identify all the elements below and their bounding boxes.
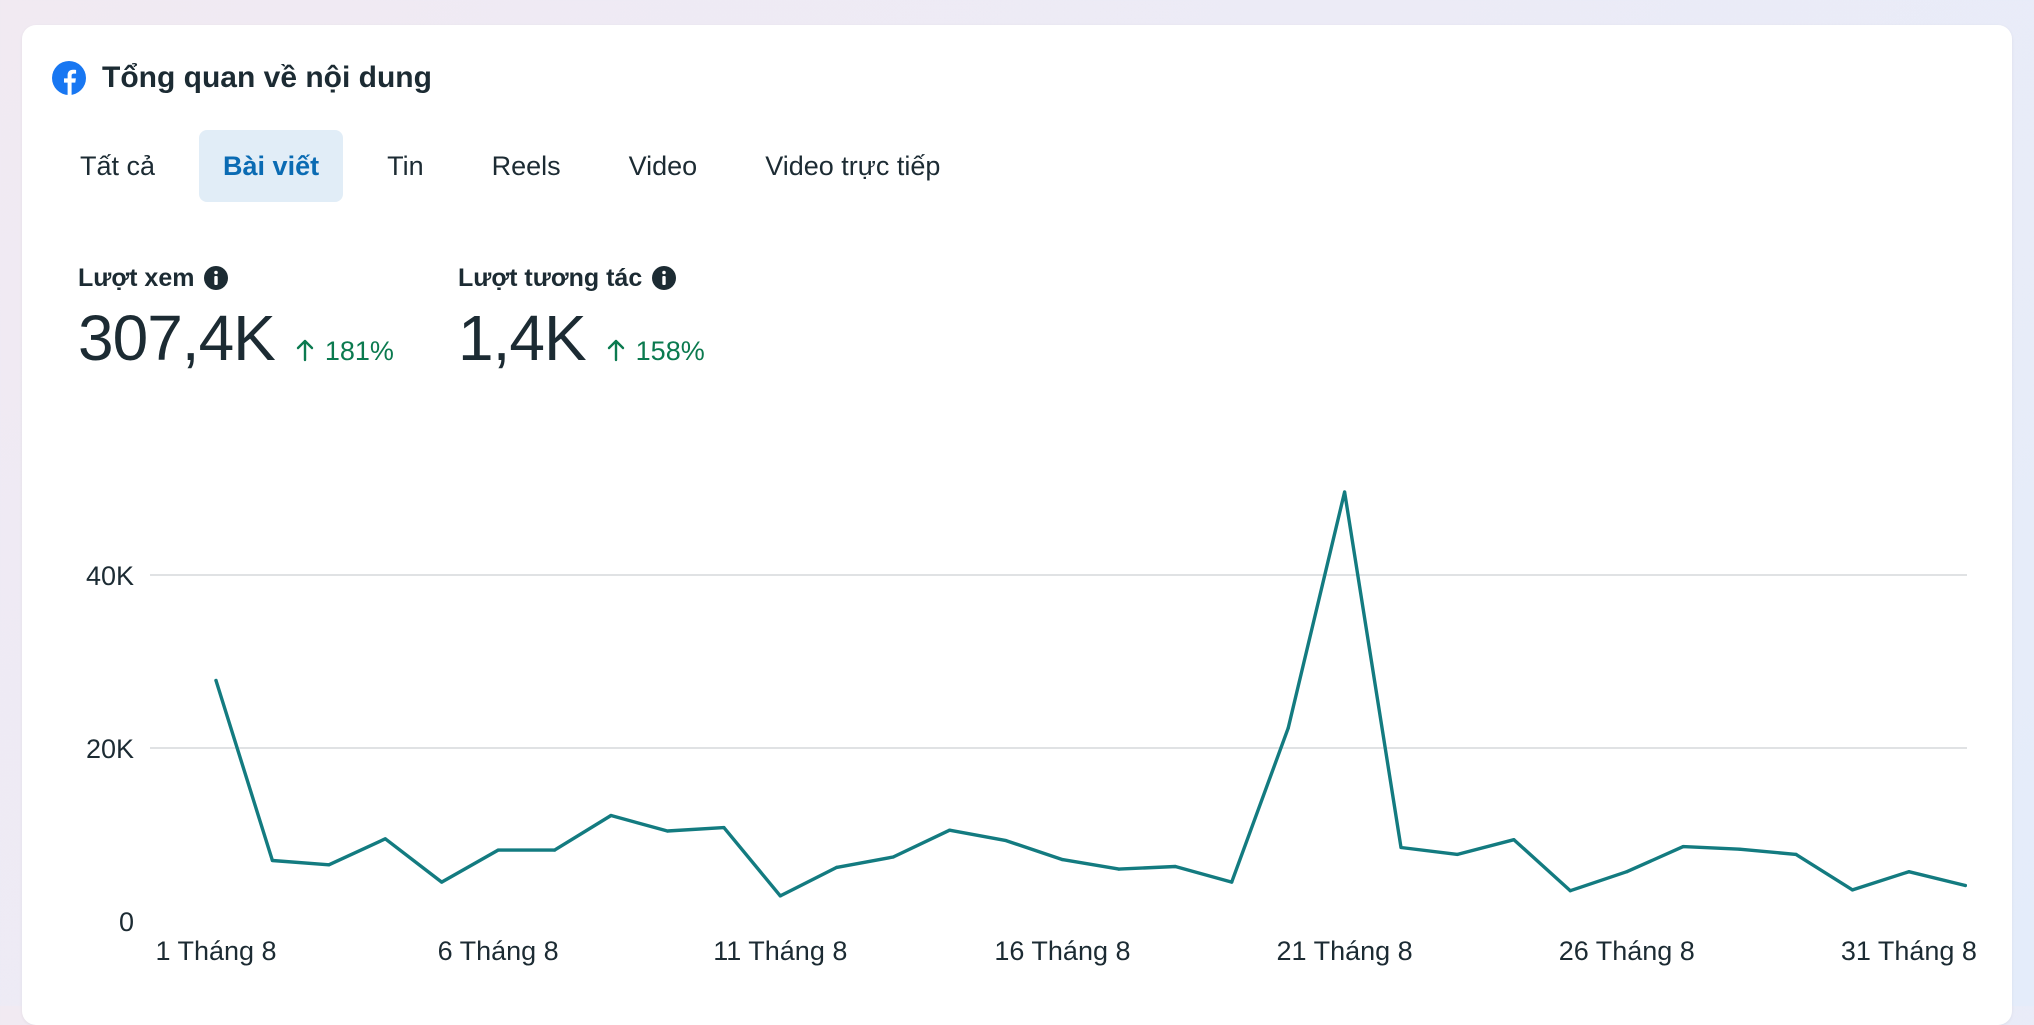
data-point[interactable] — [327, 863, 331, 867]
x-tick-label: 21 Tháng 8 — [1277, 936, 1413, 966]
data-point[interactable] — [1230, 880, 1234, 884]
metric-interactions-label: Lượt tương tác — [458, 263, 643, 292]
data-point[interactable] — [1343, 490, 1347, 494]
x-tick-label: 11 Tháng 8 — [713, 936, 847, 966]
x-tick-label: 31 Tháng 8 — [1841, 936, 1977, 966]
metric-views-value: 307,4K — [78, 302, 276, 374]
facebook-icon — [52, 61, 86, 95]
tab-posts[interactable]: Bài viết — [199, 130, 344, 202]
data-point[interactable] — [1455, 852, 1460, 856]
data-point[interactable] — [891, 855, 895, 859]
metric-views-label: Lượt xem — [78, 263, 195, 292]
page-title: Tổng quan về nội dung — [102, 61, 432, 94]
arrow-up-icon — [606, 338, 626, 362]
data-point[interactable] — [947, 828, 952, 832]
data-point[interactable] — [1399, 845, 1403, 850]
x-tick-label: 16 Tháng 8 — [994, 936, 1130, 966]
x-tick-label: 6 Tháng 8 — [438, 936, 559, 966]
metric-views-change-value: 181% — [324, 336, 394, 366]
tab-all[interactable]: Tất cả — [80, 151, 156, 181]
data-point[interactable] — [1907, 870, 1911, 874]
x-tick-label: 26 Tháng 8 — [1559, 936, 1695, 966]
metric-interactions-value: 1,4K — [458, 302, 587, 374]
y-tick-label: 0 — [119, 907, 134, 937]
tab-stories[interactable]: Tin — [387, 151, 424, 181]
data-point[interactable] — [1286, 726, 1290, 730]
data-point[interactable] — [1004, 838, 1008, 843]
data-point[interactable] — [214, 678, 218, 683]
x-tick-label: 1 Tháng 8 — [155, 936, 276, 966]
metric-views-change: 181% — [295, 336, 394, 367]
data-point[interactable] — [1794, 852, 1798, 856]
views-line-chart: 0 20K 40K 1 Tháng 8 6 Tháng 8 11 Tháng 8 16 Th… — [86, 490, 1977, 966]
data-point[interactable] — [665, 829, 670, 833]
tab-video[interactable]: Video — [628, 151, 698, 181]
data-point[interactable] — [552, 848, 557, 852]
content-type-tabs: Tất cả Bài viết Tin Reels Video Video tr… — [56, 130, 984, 202]
metric-interactions-change: 158% — [606, 336, 705, 367]
info-icon[interactable] — [204, 266, 229, 290]
data-point[interactable] — [609, 813, 613, 818]
data-point[interactable] — [1117, 867, 1121, 871]
tab-reels[interactable]: Reels — [491, 151, 561, 181]
info-icon[interactable] — [652, 266, 677, 290]
data-point[interactable] — [1568, 889, 1572, 893]
data-point[interactable] — [1512, 838, 1516, 842]
arrow-up-icon — [295, 338, 315, 362]
card-header: Tổng quan về nội dung — [52, 61, 432, 95]
data-point[interactable] — [1738, 847, 1742, 851]
data-point[interactable] — [383, 837, 387, 841]
data-point[interactable] — [1173, 864, 1177, 869]
y-tick-label: 20K — [86, 734, 134, 764]
data-point[interactable] — [1963, 883, 1967, 888]
metric-interactions: Lượt tương tác 1,4K 158% — [458, 261, 705, 375]
content-overview-card: Tổng quan về nội dung Tất cả Bài viết Ti… — [22, 25, 2012, 1025]
data-point[interactable] — [1681, 845, 1685, 849]
metric-interactions-change-value: 158% — [635, 336, 705, 366]
metric-views: Lượt xem 307,4K 181% — [78, 261, 394, 375]
series-line — [214, 490, 1968, 898]
data-point[interactable] — [778, 894, 782, 898]
data-point[interactable] — [1850, 888, 1855, 892]
data-point[interactable] — [1060, 857, 1065, 862]
data-point[interactable] — [1625, 870, 1629, 874]
data-point[interactable] — [722, 825, 726, 830]
tab-live-video[interactable]: Video trực tiếp — [765, 151, 941, 181]
data-point[interactable] — [270, 858, 275, 863]
y-tick-label: 40K — [86, 561, 134, 591]
data-point[interactable] — [835, 865, 839, 869]
data-point[interactable] — [440, 880, 444, 884]
data-point[interactable] — [496, 848, 500, 852]
